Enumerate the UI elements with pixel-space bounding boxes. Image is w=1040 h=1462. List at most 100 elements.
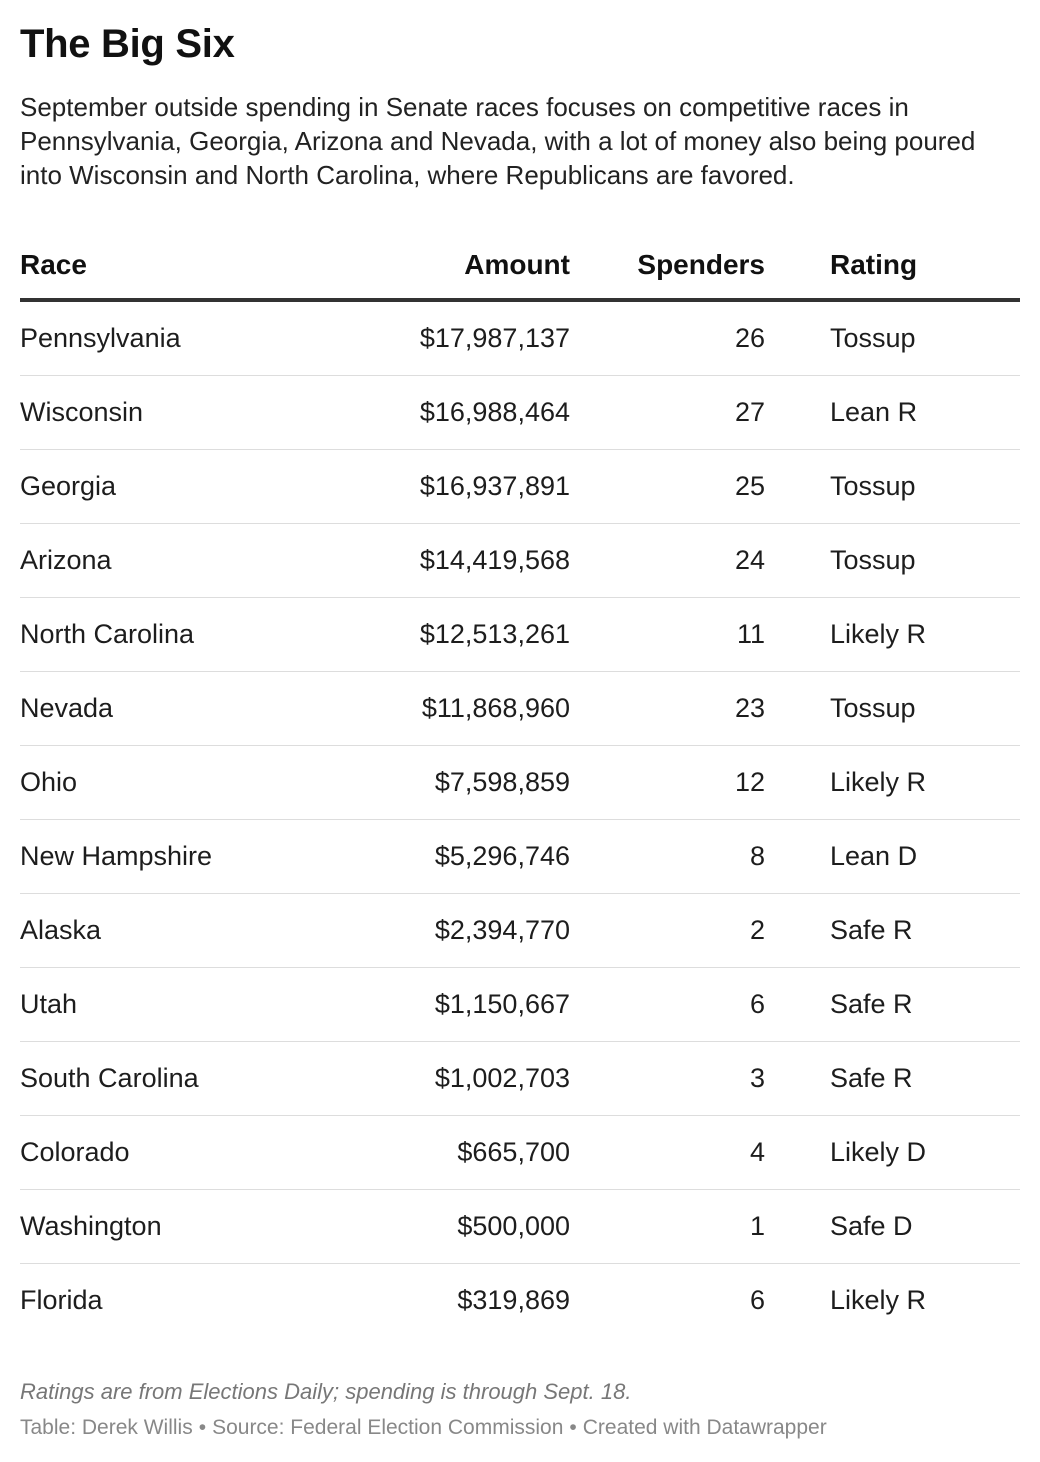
table-body: Pennsylvania $17,987,137 26 Tossup Wisconsin…	[20, 300, 1020, 1337]
credit-source: Source: Federal Election Commission	[212, 1416, 564, 1439]
cell-rating: Tossup	[830, 449, 1020, 524]
cell-spenders: 3	[570, 1041, 765, 1116]
cell-spenders: 2	[570, 893, 765, 968]
cell-race: Alaska	[20, 893, 350, 968]
table-row: South Carolina $1,002,703 3 Safe R	[20, 1041, 1020, 1116]
credit-tool[interactable]: Created with Datawrapper	[582, 1416, 827, 1439]
cell-amount: $14,419,568	[350, 523, 570, 598]
cell-amount: $17,987,137	[350, 300, 570, 376]
cell-rating: Safe D	[830, 1189, 1020, 1264]
cell-amount: $665,700	[350, 1115, 570, 1190]
cell-race: Pennsylvania	[20, 300, 350, 376]
cell-spacer	[765, 375, 830, 450]
table-row: Utah $1,150,667 6 Safe R	[20, 967, 1020, 1042]
cell-amount: $16,988,464	[350, 375, 570, 450]
cell-spenders: 11	[570, 597, 765, 672]
table-row: Arizona $14,419,568 24 Tossup	[20, 523, 1020, 598]
cell-spenders: 12	[570, 745, 765, 820]
cell-amount: $2,394,770	[350, 893, 570, 968]
cell-race: Washington	[20, 1189, 350, 1264]
cell-rating: Tossup	[830, 300, 1020, 376]
credit-table: Table: Derek Willis	[20, 1416, 193, 1439]
cell-spacer	[765, 671, 830, 746]
chart-title: The Big Six	[20, 22, 235, 66]
table-row: Washington $500,000 1 Safe D	[20, 1189, 1020, 1264]
cell-race: New Hampshire	[20, 819, 350, 894]
table-row: Colorado $665,700 4 Likely D	[20, 1115, 1020, 1190]
cell-rating: Safe R	[830, 1041, 1020, 1116]
cell-amount: $11,868,960	[350, 671, 570, 746]
table-row: Wisconsin $16,988,464 27 Lean R	[20, 375, 1020, 450]
column-header-race[interactable]: Race	[20, 232, 350, 302]
cell-spacer	[765, 449, 830, 524]
cell-spenders: 24	[570, 523, 765, 598]
cell-spacer	[765, 893, 830, 968]
cell-amount: $12,513,261	[350, 597, 570, 672]
table-row: North Carolina $12,513,261 11 Likely R	[20, 597, 1020, 672]
cell-race: North Carolina	[20, 597, 350, 672]
credit-separator: •	[198, 1416, 207, 1439]
cell-race: Georgia	[20, 449, 350, 524]
cell-amount: $500,000	[350, 1189, 570, 1264]
cell-amount: $7,598,859	[350, 745, 570, 820]
cell-rating: Lean R	[830, 375, 1020, 450]
cell-amount: $1,002,703	[350, 1041, 570, 1116]
cell-spacer	[765, 819, 830, 894]
cell-spacer	[765, 1264, 830, 1338]
footnote: Ratings are from Elections Daily; spendi…	[20, 1379, 632, 1404]
cell-spenders: 27	[570, 375, 765, 450]
cell-rating: Safe R	[830, 893, 1020, 968]
cell-amount: $5,296,746	[350, 819, 570, 894]
cell-spacer	[765, 967, 830, 1042]
table-row: Florida $319,869 6 Likely R	[20, 1264, 1020, 1338]
cell-amount: $1,150,667	[350, 967, 570, 1042]
credit-separator: •	[569, 1416, 577, 1439]
cell-spacer	[765, 1115, 830, 1190]
cell-spacer	[765, 745, 830, 820]
table-header: Race Amount Spenders Rating	[20, 232, 1020, 302]
cell-spacer	[765, 523, 830, 598]
column-header-rating[interactable]: Rating	[830, 232, 1020, 302]
cell-spenders: 23	[570, 671, 765, 746]
cell-spacer	[765, 597, 830, 672]
table-row: New Hampshire $5,296,746 8 Lean D	[20, 819, 1020, 894]
table-row: Georgia $16,937,891 25 Tossup	[20, 449, 1020, 524]
table-row: Nevada $11,868,960 23 Tossup	[20, 671, 1020, 746]
cell-rating: Lean D	[830, 819, 1020, 894]
cell-rating: Likely R	[830, 745, 1020, 820]
cell-spenders: 4	[570, 1115, 765, 1190]
cell-spacer	[765, 1189, 830, 1264]
cell-rating: Safe R	[830, 967, 1020, 1042]
cell-spacer	[765, 300, 830, 376]
table-row: Ohio $7,598,859 12 Likely R	[20, 745, 1020, 820]
cell-spenders: 26	[570, 300, 765, 376]
column-spacer	[765, 232, 830, 302]
cell-spenders: 6	[570, 967, 765, 1042]
cell-rating: Likely R	[830, 1285, 927, 1315]
cell-race: Arizona	[20, 523, 350, 598]
cell-race: Ohio	[20, 745, 350, 820]
cell-race: Utah	[20, 967, 350, 1042]
cell-race: Florida	[20, 1285, 103, 1315]
cell-race: Wisconsin	[20, 375, 350, 450]
cell-rating: Tossup	[830, 523, 1020, 598]
cell-spenders: 1	[570, 1189, 765, 1264]
chart-subtitle: September outside spending in Senate rac…	[20, 92, 976, 190]
cell-rating: Tossup	[830, 671, 1020, 746]
data-table: Race Amount Spenders Rating Pennsylvania…	[20, 232, 1020, 1337]
cell-amount: $319,869	[457, 1285, 570, 1315]
table-row: Alaska $2,394,770 2 Safe R	[20, 893, 1020, 968]
cell-race: South Carolina	[20, 1041, 350, 1116]
column-header-amount[interactable]: Amount	[350, 232, 570, 302]
cell-race: Nevada	[20, 671, 350, 746]
header-row: Race Amount Spenders Rating	[20, 232, 1020, 302]
cell-race: Colorado	[20, 1115, 350, 1190]
table-row: Pennsylvania $17,987,137 26 Tossup	[20, 300, 1020, 376]
cell-spacer	[765, 1041, 830, 1116]
cell-spenders: 6	[749, 1285, 765, 1315]
cell-rating: Likely R	[830, 597, 1020, 672]
column-header-spenders[interactable]: Spenders	[570, 232, 765, 302]
cell-spenders: 25	[570, 449, 765, 524]
credits-line: Table: Derek Willis • Source: Federal Elec…	[20, 1414, 827, 1442]
cell-amount: $16,937,891	[350, 449, 570, 524]
